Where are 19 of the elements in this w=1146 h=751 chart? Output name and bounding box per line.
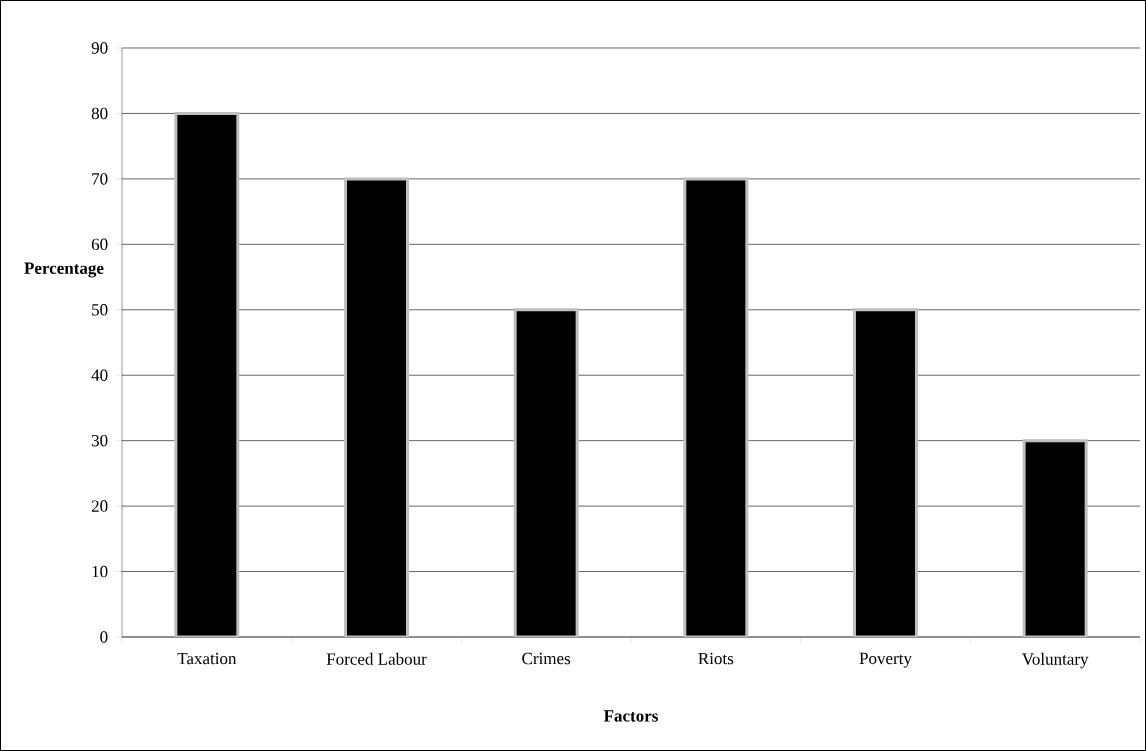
x-axis-title: Factors xyxy=(603,710,658,722)
y-tick-label: 70 xyxy=(92,173,108,185)
y-tick-label: 90 xyxy=(91,42,108,54)
y-tick-label: 80 xyxy=(91,107,108,120)
x-tick-label: Riots xyxy=(698,652,734,665)
x-tick-label: Crimes xyxy=(522,652,571,665)
bar xyxy=(344,177,409,637)
x-tick-label: Poverty xyxy=(859,652,912,668)
y-tick-label: 60 xyxy=(91,238,108,251)
y-tick-label: 40 xyxy=(91,369,108,381)
y-tick-label: 0 xyxy=(100,631,108,643)
y-tick-label: 50 xyxy=(92,304,108,316)
x-tick-label: Voluntary xyxy=(1021,652,1089,669)
x-tick-label: Taxation xyxy=(177,652,237,665)
y-tick-label: 20 xyxy=(91,500,108,512)
y-tick-label: 10 xyxy=(92,565,108,578)
y-axis-title: Percentage xyxy=(24,262,104,278)
y-tick-label: 30 xyxy=(91,434,108,447)
x-tick-label: Forced Labour xyxy=(326,652,427,665)
